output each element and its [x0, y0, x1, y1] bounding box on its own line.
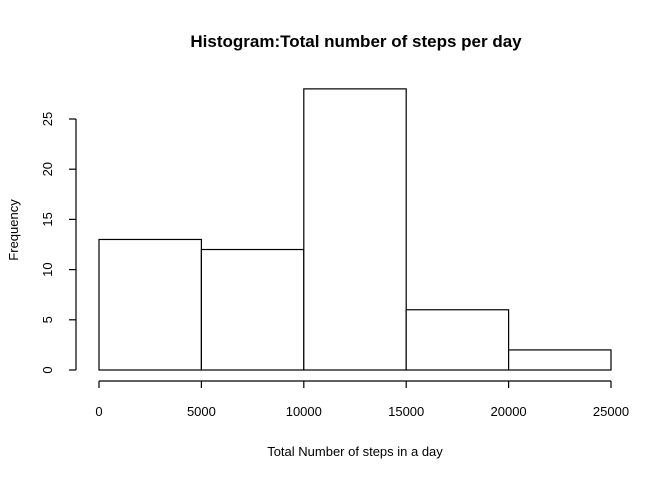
histogram-bar-4 [508, 349, 612, 371]
x-tick-label-3: 15000 [388, 404, 424, 419]
x-tick-label-4: 20000 [491, 404, 527, 419]
y-tick-label-1: 5 [40, 316, 55, 323]
x-tick-label-2: 10000 [286, 404, 322, 419]
x-tick-label-5: 25000 [593, 404, 629, 419]
chart-title: Histogram:Total number of steps per day [190, 32, 522, 51]
y-tick-label-2: 10 [40, 262, 55, 276]
y-axis: 0 5 10 15 20 25 [40, 112, 77, 374]
y-axis-label: Frequency [6, 199, 21, 261]
x-axis-label: Total Number of steps in a day [267, 444, 443, 459]
x-tick-label-0: 0 [95, 404, 102, 419]
y-tick-label-5: 25 [40, 112, 55, 126]
y-tick-label-4: 20 [40, 162, 55, 176]
histogram-bar-3 [405, 309, 510, 371]
histogram-bar-0 [98, 238, 203, 371]
y-tick-label-3: 15 [40, 212, 55, 226]
histogram-bar-2 [303, 88, 407, 371]
histogram-bar-1 [200, 248, 305, 371]
y-tick-label-0: 0 [40, 366, 55, 373]
x-tick-label-1: 5000 [187, 404, 216, 419]
bars-group [98, 88, 612, 371]
x-axis: 0 5000 10000 15000 20000 25000 [95, 380, 629, 419]
